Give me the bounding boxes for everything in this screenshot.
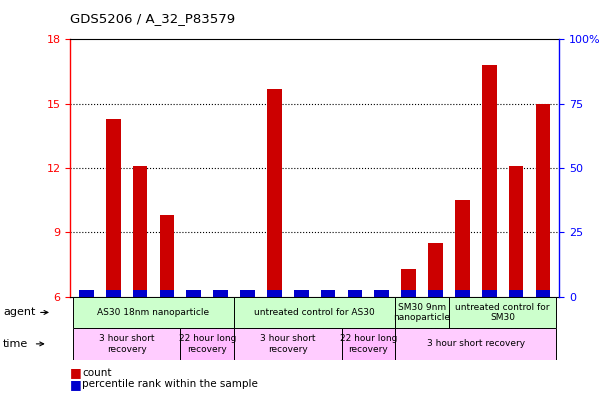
Bar xyxy=(133,166,147,297)
Bar xyxy=(536,104,551,297)
Bar xyxy=(159,290,174,297)
Bar xyxy=(234,297,395,328)
Bar xyxy=(401,269,416,297)
Bar xyxy=(455,290,470,297)
Bar xyxy=(449,297,557,328)
Text: untreated control for AS30: untreated control for AS30 xyxy=(254,308,375,317)
Bar xyxy=(240,290,255,297)
Text: 3 hour short
recovery: 3 hour short recovery xyxy=(99,334,155,354)
Bar xyxy=(180,328,234,360)
Bar xyxy=(395,328,557,360)
Text: percentile rank within the sample: percentile rank within the sample xyxy=(82,379,258,389)
Bar xyxy=(106,290,120,297)
Bar xyxy=(395,297,449,328)
Bar xyxy=(294,290,309,297)
Bar xyxy=(401,290,416,297)
Text: untreated control for
SM30: untreated control for SM30 xyxy=(455,303,550,322)
Bar xyxy=(348,290,362,297)
Bar xyxy=(234,328,342,360)
Text: 22 hour long
recovery: 22 hour long recovery xyxy=(340,334,397,354)
Bar xyxy=(73,328,180,360)
Bar xyxy=(428,243,443,297)
Bar xyxy=(213,290,228,297)
Bar xyxy=(536,290,551,297)
Text: count: count xyxy=(82,367,112,378)
Text: AS30 18nm nanoparticle: AS30 18nm nanoparticle xyxy=(98,308,210,317)
Bar xyxy=(321,290,335,297)
Bar xyxy=(509,290,524,297)
Text: ■: ■ xyxy=(70,378,82,391)
Bar xyxy=(428,290,443,297)
Bar xyxy=(106,119,120,297)
Text: agent: agent xyxy=(3,307,35,318)
Text: 22 hour long
recovery: 22 hour long recovery xyxy=(178,334,236,354)
Text: time: time xyxy=(3,339,28,349)
Bar xyxy=(73,297,234,328)
Text: 3 hour short recovery: 3 hour short recovery xyxy=(426,340,525,348)
Bar xyxy=(509,166,524,297)
Bar xyxy=(455,200,470,297)
Bar xyxy=(79,290,93,297)
Bar xyxy=(342,328,395,360)
Bar xyxy=(159,215,174,297)
Bar xyxy=(375,290,389,297)
Text: 3 hour short
recovery: 3 hour short recovery xyxy=(260,334,315,354)
Text: GDS5206 / A_32_P83579: GDS5206 / A_32_P83579 xyxy=(70,12,235,25)
Bar xyxy=(267,89,282,297)
Bar xyxy=(482,65,497,297)
Bar xyxy=(482,290,497,297)
Text: ■: ■ xyxy=(70,366,82,379)
Bar xyxy=(186,290,201,297)
Bar xyxy=(267,290,282,297)
Text: SM30 9nm
nanoparticle: SM30 9nm nanoparticle xyxy=(393,303,450,322)
Bar xyxy=(133,290,147,297)
